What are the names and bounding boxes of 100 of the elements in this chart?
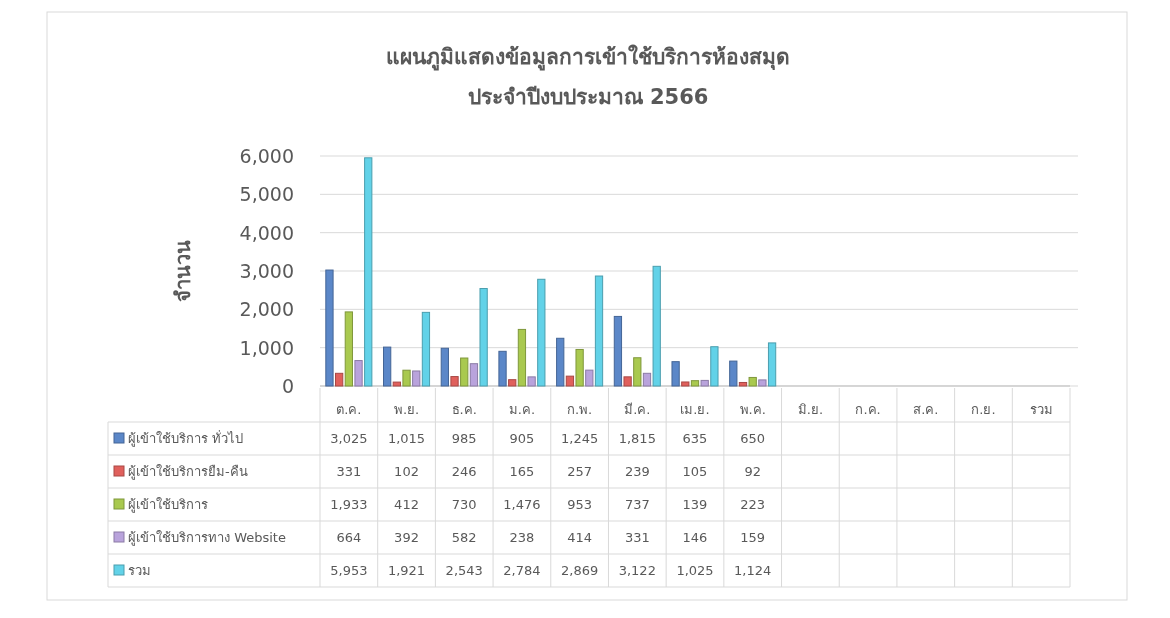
bar <box>450 376 459 387</box>
data-label: 905 <box>509 431 535 446</box>
bar <box>498 350 507 387</box>
bar <box>710 346 719 387</box>
data-label: 257 <box>567 464 593 479</box>
bar <box>460 357 469 387</box>
legend-label: รวม <box>128 563 151 578</box>
x-tick-label: มิ.ย. <box>797 402 824 417</box>
bar <box>681 381 690 387</box>
bar <box>700 379 709 387</box>
bar <box>575 348 584 387</box>
data-label: 92 <box>744 464 761 479</box>
y-tick-label: 1,000 <box>239 336 294 359</box>
bar <box>623 376 632 387</box>
data-label: 146 <box>682 530 708 545</box>
bar <box>690 380 700 387</box>
data-label: 730 <box>451 497 477 512</box>
data-label: 412 <box>394 497 419 512</box>
bar <box>440 347 449 387</box>
data-label: 139 <box>682 497 708 512</box>
x-tick-label: ก.พ. <box>566 402 593 417</box>
data-label: 2,784 <box>503 563 541 578</box>
legend-label: ผู้เข้าใช้บริการ ทั่วไป <box>128 430 244 447</box>
bar <box>364 157 373 387</box>
legend-label: ผู้เข้าใช้บริการทาง Website <box>128 530 286 546</box>
bar <box>537 278 546 387</box>
bar <box>517 328 527 387</box>
data-label: 1,476 <box>503 497 541 512</box>
x-tick-label: พ.ย. <box>393 402 420 417</box>
data-label: 635 <box>682 431 708 446</box>
bar <box>758 379 767 387</box>
x-tick-label: พ.ค. <box>739 402 766 417</box>
y-tick-label: 0 <box>281 375 294 397</box>
data-label: 1,921 <box>387 563 426 578</box>
data-label: 582 <box>451 530 477 545</box>
x-tick-label: เม.ย. <box>680 402 710 417</box>
x-tick-label: ต.ค. <box>336 402 362 417</box>
legend-label: ผู้เข้าใช้บริการ <box>128 497 208 513</box>
y-tick-label: 2,000 <box>239 298 294 321</box>
bar <box>767 342 777 387</box>
bar <box>421 311 431 387</box>
x-tick-label: ส.ค. <box>913 402 939 417</box>
chart-subtitle: ประจำปีงบประมาณ 2566 <box>467 85 709 109</box>
y-tick-label: 6,000 <box>239 145 294 167</box>
bar <box>508 379 517 387</box>
bar <box>594 275 604 387</box>
data-label: 331 <box>624 530 650 545</box>
bar <box>402 369 411 387</box>
data-label: 3,025 <box>330 431 368 446</box>
bar <box>556 337 565 387</box>
bar <box>335 372 344 387</box>
bar <box>633 357 642 387</box>
bar <box>613 315 623 387</box>
data-label: 3,122 <box>618 563 656 578</box>
data-label: 239 <box>624 464 650 479</box>
data-label: 165 <box>509 464 535 479</box>
data-label: 737 <box>624 497 650 512</box>
data-label: 985 <box>451 431 477 446</box>
x-tick-label: มี.ค. <box>624 402 651 417</box>
bar <box>729 360 738 387</box>
data-label: 650 <box>740 431 766 446</box>
bar <box>354 360 363 387</box>
data-label: 331 <box>336 464 362 479</box>
y-tick-label: 5,000 <box>239 183 294 206</box>
bar <box>344 311 353 387</box>
bar <box>392 381 401 387</box>
bar <box>738 381 748 387</box>
data-label: 105 <box>682 464 708 479</box>
data-label: 414 <box>567 530 593 545</box>
data-label: 1,815 <box>618 431 656 446</box>
bar <box>412 370 421 387</box>
bar <box>469 363 479 387</box>
data-label: 246 <box>451 464 477 479</box>
data-label: 953 <box>567 497 593 512</box>
y-tick-label: 3,000 <box>239 260 294 282</box>
x-tick-label: รวม <box>1029 402 1053 417</box>
bar <box>671 361 680 387</box>
data-label: 2,543 <box>445 563 483 578</box>
x-tick-label: ก.ค. <box>855 402 881 417</box>
bar <box>748 376 757 387</box>
data-label: 1,025 <box>676 563 714 578</box>
x-tick-label: ม.ค. <box>508 402 536 417</box>
data-label: 223 <box>740 497 766 512</box>
bar <box>585 369 594 387</box>
bar <box>383 346 392 387</box>
data-label: 102 <box>394 464 419 479</box>
bar <box>652 265 661 387</box>
data-label: 1,933 <box>330 497 368 512</box>
y-axis-title: จำนวน <box>171 240 195 302</box>
bar <box>642 372 652 387</box>
data-label: 664 <box>336 530 362 545</box>
data-label: 1,245 <box>561 431 599 446</box>
chart-title: แผนภูมิแสดงข้อมูลการเข้าใช้บริการห้องสมุด <box>386 44 790 71</box>
bar <box>565 375 575 387</box>
data-label: 1,124 <box>734 563 772 578</box>
data-label: 238 <box>509 530 535 545</box>
data-label: 2,869 <box>561 563 599 578</box>
data-label: 5,953 <box>330 563 368 578</box>
bar <box>325 269 334 387</box>
bar <box>479 288 488 387</box>
